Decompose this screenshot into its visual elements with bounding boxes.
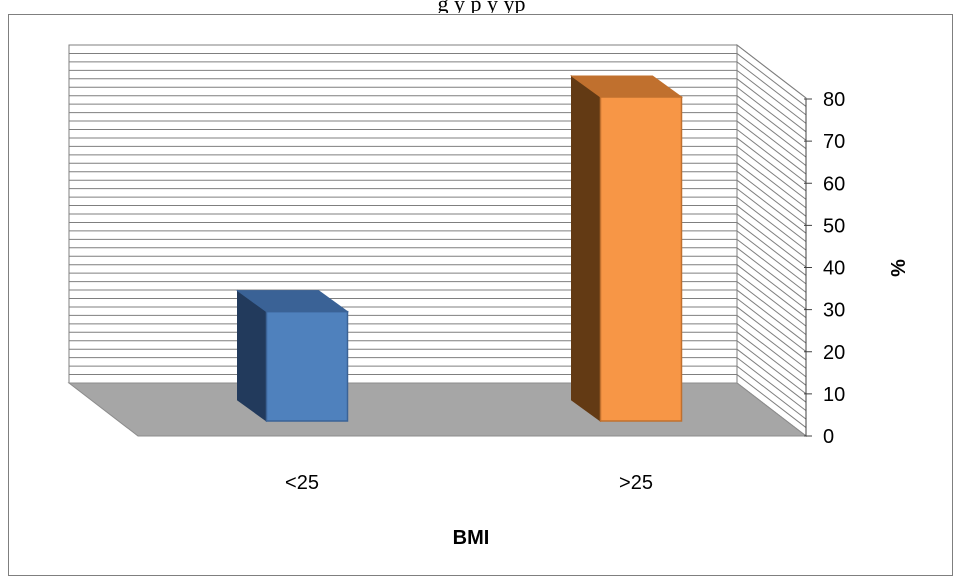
gridline-side [736,78,807,133]
gridline-side [736,289,807,344]
y-axis-title: % [888,259,910,277]
y-tick-label: 50 [823,215,845,237]
gridline-side [736,357,807,412]
gridline-side [736,315,807,369]
gridline-side [736,95,807,150]
figure-caption-fragment: g y p y yp [437,0,526,13]
floor-panel [67,382,808,437]
gridline-side [736,213,807,268]
gridline-side [736,179,807,234]
gridline-side [736,154,807,209]
gridline-side [736,188,807,243]
y-axis: 0 10 20 30 40 50 60 70 80 [804,89,845,448]
x-category-label: >25 [619,472,653,494]
y-tick-label: 70 [823,131,845,153]
x-category-label: <25 [285,472,319,494]
gridline-side [736,238,807,293]
x-axis-title: BMI [453,527,490,549]
gridline-side [736,205,807,259]
gridline-side [736,264,807,319]
gridline-side [736,69,807,124]
gridline-side [736,171,807,226]
chart-frame: 0 10 20 30 40 50 60 70 80 <25 >25 BMI % [8,14,953,576]
gridline-side [736,230,807,285]
gridline-side [736,365,807,420]
bar-front-face [599,96,683,422]
chart-floor [67,382,808,437]
gridline-side [736,137,807,192]
y-tick-label: 10 [823,384,845,406]
bar-side-face [237,289,267,422]
gridline-side [736,44,807,99]
y-tick-label: 0 [823,426,834,448]
gridline-side [736,162,807,217]
bar-2 [569,75,684,422]
gridline-side [736,348,807,403]
x-axis: <25 >25 [285,472,653,494]
bar-chart: 0 10 20 30 40 50 60 70 80 <25 >25 BMI % [67,43,910,549]
gridline-side [736,86,807,141]
gridline-side [736,61,807,116]
gridline-side [736,120,807,175]
y-tick-label: 30 [823,300,845,322]
y-tick-label: 40 [823,258,845,280]
gridline-side [736,255,807,310]
bar-series [235,75,684,422]
gridline-side [736,103,807,158]
y-tick-label: 60 [823,173,845,195]
gridline-side [736,306,807,361]
gridline-side [736,247,807,302]
y-tick-label: 80 [823,89,845,111]
gridline-side [736,112,807,166]
chart-side-wall [736,43,807,438]
gridline-side [736,331,807,386]
y-tick-label: 20 [823,342,845,364]
bar-side-face [571,75,601,422]
gridline-side [736,196,807,251]
gridline-side [736,374,807,428]
gridline-side [736,340,807,395]
gridline-side [736,323,807,378]
bar-1 [235,289,350,422]
gridline-side [736,129,807,183]
bar-front-face [265,310,349,422]
gridline-side [736,298,807,352]
gridline-side [736,281,807,335]
gridline-side [736,272,807,327]
gridline-side [736,222,807,276]
gridline-side [736,146,807,200]
gridline-side [736,53,807,107]
